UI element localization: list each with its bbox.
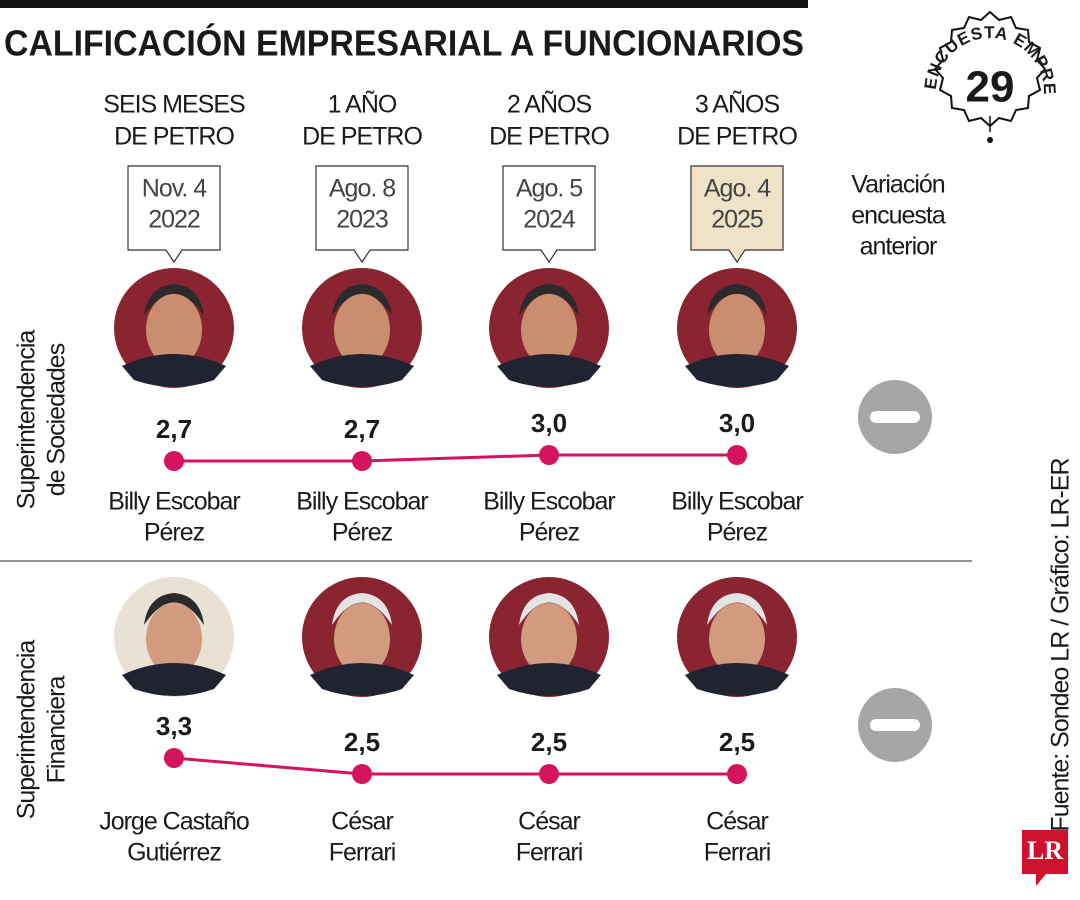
date-label: Ago. 5 bbox=[516, 175, 582, 203]
top-bar bbox=[0, 0, 808, 8]
variation-header: Variación bbox=[851, 171, 944, 199]
point bbox=[727, 445, 747, 465]
date-label: Ago. 4 bbox=[704, 175, 771, 203]
point bbox=[539, 445, 559, 465]
photo-body bbox=[497, 663, 601, 696]
photo-body bbox=[685, 663, 789, 696]
photo-hair bbox=[519, 284, 579, 316]
photo-hair bbox=[519, 593, 579, 625]
name-label: Pérez bbox=[519, 519, 580, 547]
date-label: 2023 bbox=[336, 206, 388, 234]
name-label: Pérez bbox=[332, 519, 393, 547]
name-label: Billy Escobar bbox=[671, 488, 803, 516]
name-label: Pérez bbox=[144, 519, 205, 547]
name-label: César bbox=[331, 808, 393, 836]
name-label: Billy Escobar bbox=[108, 488, 240, 516]
point bbox=[352, 451, 372, 471]
period-label: DE PETRO bbox=[677, 123, 797, 151]
photo-face bbox=[334, 603, 390, 675]
name-label: Ferrari bbox=[704, 839, 771, 867]
name-label: Gutiérrez bbox=[127, 839, 221, 867]
name-label: César bbox=[518, 808, 580, 836]
period-label: DE PETRO bbox=[302, 123, 422, 151]
name-label: Jorge Castaño bbox=[99, 808, 249, 836]
photo-body bbox=[310, 354, 414, 387]
photo-face bbox=[146, 294, 202, 366]
photo-hair bbox=[707, 593, 767, 625]
name-label: Billy Escobar bbox=[296, 488, 428, 516]
photo-hair bbox=[707, 284, 767, 316]
date-label: 2024 bbox=[523, 206, 576, 234]
value-label: 3,3 bbox=[156, 711, 192, 741]
point bbox=[352, 764, 372, 784]
photo-hair bbox=[144, 284, 204, 316]
photo-hair bbox=[332, 284, 392, 316]
photo-face bbox=[709, 294, 765, 366]
variation-minus bbox=[870, 719, 920, 731]
period-label: 2 AÑOS bbox=[507, 90, 592, 119]
panel-title: Superintendencia bbox=[13, 640, 41, 820]
photo-body bbox=[310, 663, 414, 696]
value-label: 3,0 bbox=[719, 408, 755, 438]
name-label: Ferrari bbox=[329, 839, 396, 867]
rating-line bbox=[173, 756, 737, 776]
photo-hair bbox=[332, 593, 392, 625]
date-box bbox=[315, 165, 409, 264]
date-box bbox=[502, 165, 596, 264]
value-label: 2,5 bbox=[344, 727, 380, 757]
name-label: Billy Escobar bbox=[483, 488, 615, 516]
value-label: 2,5 bbox=[719, 727, 755, 757]
variation-minus bbox=[870, 411, 920, 423]
point bbox=[164, 748, 184, 768]
logo: LR bbox=[1027, 836, 1063, 865]
photo-hair bbox=[144, 593, 204, 625]
badge-number: 29 bbox=[966, 63, 1015, 112]
point bbox=[539, 764, 559, 784]
date-label: 2022 bbox=[148, 206, 200, 234]
point bbox=[727, 764, 747, 784]
photo-face bbox=[146, 603, 202, 675]
period-label: SEIS MESES bbox=[103, 91, 245, 119]
badge-dot bbox=[987, 137, 993, 143]
variation-header: anterior bbox=[860, 233, 937, 261]
name-label: César bbox=[706, 808, 768, 836]
date-label: Ago. 8 bbox=[329, 175, 395, 203]
value-label: 2,5 bbox=[531, 727, 567, 757]
value-label: 3,0 bbox=[531, 408, 567, 438]
value-label: 2,7 bbox=[156, 414, 192, 444]
photo-body bbox=[685, 354, 789, 387]
photo-body bbox=[497, 354, 601, 387]
date-label: 2025 bbox=[711, 206, 763, 234]
date-label: Nov. 4 bbox=[142, 175, 207, 203]
photo-body bbox=[122, 663, 226, 696]
date-box bbox=[127, 165, 221, 264]
period-label: DE PETRO bbox=[114, 123, 234, 151]
panel-title: de Sociedades bbox=[43, 343, 71, 496]
period-label: 3 AÑOS bbox=[695, 90, 780, 119]
photo-face bbox=[521, 603, 577, 675]
rating-line bbox=[174, 453, 737, 463]
name-label: Ferrari bbox=[516, 839, 583, 867]
badge: ENCUESTA EMPRESARIAL 29 bbox=[0, 0, 1058, 143]
photo-body bbox=[122, 354, 226, 387]
value-label: 2,7 bbox=[344, 414, 380, 444]
period-label: DE PETRO bbox=[489, 123, 609, 151]
logo-box bbox=[1022, 830, 1068, 886]
period-label: 1 AÑO bbox=[328, 90, 397, 119]
variation-header: encuesta bbox=[851, 202, 946, 230]
photo-face bbox=[521, 294, 577, 366]
photo-face bbox=[334, 294, 390, 366]
title: CALIFICACIÓN EMPRESARIAL A FUNCIONARIOS bbox=[4, 22, 804, 64]
panel-title: Superintendencia bbox=[13, 330, 41, 510]
point bbox=[164, 451, 184, 471]
date-box bbox=[690, 165, 784, 264]
source: Fuente: Sondeo LR / Gráfico: LR-ER bbox=[1047, 458, 1075, 831]
photo-face bbox=[709, 603, 765, 675]
name-label: Pérez bbox=[707, 519, 768, 547]
panel-title: Financiera bbox=[43, 676, 71, 784]
